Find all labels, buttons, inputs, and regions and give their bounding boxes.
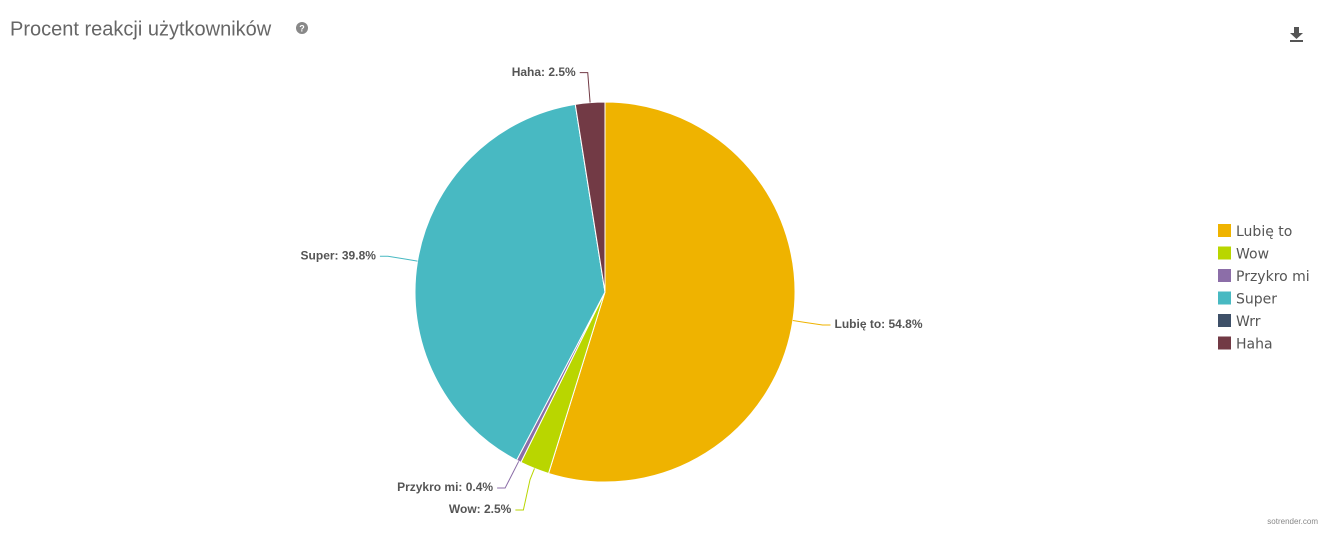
legend-swatch (1218, 314, 1231, 327)
data-label: Lubię to: 54.8% (835, 317, 923, 331)
legend-label: Wow (1236, 247, 1269, 263)
label-connector (515, 468, 535, 511)
legend-label: Super (1236, 292, 1277, 308)
legend-label: Lubię to (1236, 224, 1292, 240)
help-icon[interactable]: ? (296, 22, 308, 34)
legend-label: Haha (1236, 337, 1273, 353)
label-connector (579, 72, 591, 103)
svg-text:?: ? (299, 23, 305, 33)
label-connector (497, 461, 520, 489)
legend-swatch (1218, 269, 1231, 282)
legend-swatch (1218, 291, 1231, 305)
data-label: Super: 39.8% (301, 248, 377, 262)
download-button[interactable] (1290, 27, 1303, 42)
chart-title: Procent reakcji użytkowników (10, 18, 272, 40)
legend-label: Wrr (1236, 314, 1261, 330)
legend-swatch (1218, 246, 1231, 260)
data-label: Przykro mi: 0.4% (397, 480, 493, 494)
label-connector (792, 320, 831, 326)
credit: sotrender.com (1267, 517, 1318, 526)
pie-slice (547, 101, 796, 483)
data-label: Wow: 2.5% (449, 502, 512, 516)
legend-label: Przykro mi (1236, 269, 1310, 285)
legend-swatch (1218, 224, 1231, 237)
data-label: Haha: 2.5% (512, 65, 576, 79)
label-connector (379, 255, 418, 262)
legend-swatch (1218, 336, 1231, 350)
